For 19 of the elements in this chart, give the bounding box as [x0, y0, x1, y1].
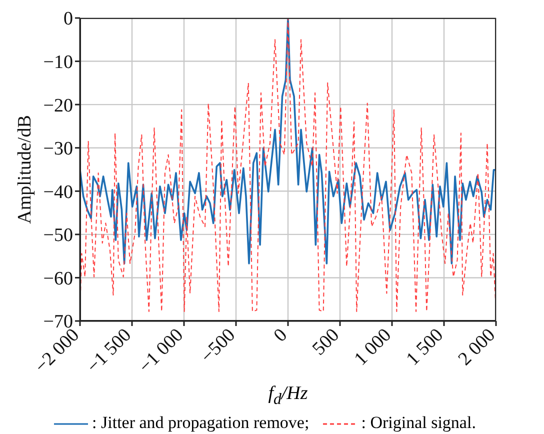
- legend-label: : Jitter and propagation remove;: [91, 412, 310, 432]
- x-axis-title: f$_{d}$/Hz: [268, 383, 308, 408]
- x-tick-label: −1 000: [134, 324, 188, 378]
- x-tick-label: −1 500: [82, 324, 136, 378]
- y-tick-label: −60: [43, 268, 73, 290]
- y-tick-label: −10: [43, 52, 73, 74]
- x-tick-label: −500: [196, 324, 240, 368]
- y-tick-label: 0: [64, 8, 73, 30]
- y-tick-label: −50: [43, 225, 73, 246]
- x-tick-label: 1 000: [350, 324, 396, 370]
- y-tick-label: −20: [43, 95, 73, 116]
- x-tick-label: 500: [308, 324, 344, 360]
- x-tick-label: 0: [270, 324, 292, 346]
- y-tick-label: −30: [43, 138, 73, 160]
- y-tick-label: −40: [43, 182, 73, 203]
- x-tick-label: 2 000: [454, 324, 500, 370]
- x-tick-label: 1 500: [402, 324, 448, 370]
- legend-label: : Original signal.: [360, 412, 476, 432]
- y-axis-title: Amplitude/dB: [14, 115, 36, 224]
